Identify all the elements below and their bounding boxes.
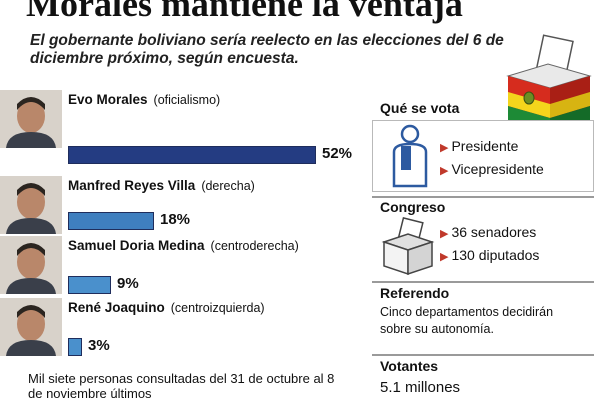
referendo-text: Cinco departamentos decidirán sobre su a… — [380, 305, 554, 336]
votantes-title: Votantes — [380, 358, 439, 374]
divider — [372, 281, 594, 283]
divider — [372, 354, 594, 356]
divider — [372, 196, 594, 198]
votantes-value: 5.1 millones — [380, 379, 461, 396]
candidate-name: Manfred Reyes Villa (derecha) — [68, 178, 255, 193]
candidate-row: René Joaquino (centroizquierda) 3% — [0, 298, 372, 358]
candidate-name: Evo Morales (oficialismo) — [68, 92, 220, 107]
referendo-title: Referendo — [380, 285, 450, 301]
que-se-vota-item: ▶ Presidente — [440, 138, 519, 154]
candidate-affiliation: (derecha) — [201, 179, 255, 193]
candidate-photo — [0, 176, 62, 234]
candidate-row: Manfred Reyes Villa (derecha) 18% — [0, 176, 372, 236]
candidate-affiliation: (oficialismo) — [153, 93, 221, 107]
candidate-name-text: René Joaquino — [68, 300, 165, 315]
voter-icon — [392, 124, 428, 188]
que-se-vota-item: ▶ Vicepresidente — [440, 161, 544, 177]
candidate-affiliation: (centroizquierda) — [170, 301, 265, 315]
que-se-vota-list: ▶ Presidente ▶ Vicepresidente — [440, 136, 544, 182]
bar-value-label: 3% — [88, 337, 110, 354]
bar — [68, 146, 316, 164]
congreso-item: ▶ 36 senadores — [440, 224, 537, 240]
bar-value-label: 18% — [160, 211, 191, 228]
candidate-photo — [0, 236, 62, 294]
candidate-name-text: Samuel Doria Medina — [68, 238, 205, 253]
congreso-item: ▶ 130 diputados — [440, 247, 540, 263]
bar-value-label: 9% — [117, 275, 139, 292]
candidate-photo — [0, 90, 62, 148]
candidate-row: Evo Morales (oficialismo) 52% — [0, 90, 372, 164]
congreso-list: ▶ 36 senadores ▶ 130 diputados — [440, 222, 539, 268]
candidate-name-text: Manfred Reyes Villa — [68, 178, 196, 193]
arrow-icon: ▶ — [440, 142, 449, 154]
candidate-affiliation: (centroderecha) — [210, 239, 299, 253]
candidate-row: Samuel Doria Medina (centroderecha) 9% — [0, 236, 372, 296]
bar — [68, 338, 82, 356]
ballot-box-icon — [506, 34, 592, 132]
survey-footnote: Mil siete personas consultadas del 31 de… — [28, 371, 335, 400]
headline: Morales mantiene la ventaja — [26, 0, 463, 24]
ballot-icon — [381, 217, 435, 276]
candidate-name-text: Evo Morales — [68, 92, 148, 107]
bar-value-label: 52% — [322, 145, 353, 162]
candidate-photo — [0, 298, 62, 356]
subheadline: El gobernante boliviano sería reelecto e… — [30, 32, 504, 67]
arrow-icon: ▶ — [440, 228, 449, 240]
que-se-vota-title: Qué se vota — [380, 100, 460, 116]
bar — [68, 276, 111, 294]
candidate-name: René Joaquino (centroizquierda) — [68, 300, 265, 315]
arrow-icon: ▶ — [440, 251, 449, 263]
congreso-title: Congreso — [380, 199, 446, 215]
bar — [68, 212, 154, 230]
candidate-name: Samuel Doria Medina (centroderecha) — [68, 238, 299, 253]
arrow-icon: ▶ — [440, 165, 449, 177]
